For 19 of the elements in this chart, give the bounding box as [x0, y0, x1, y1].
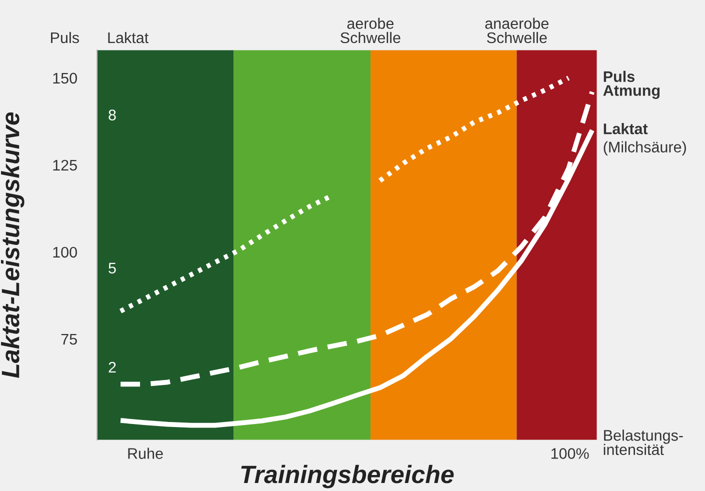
y-axis-title: Laktat-Leistungskurve [0, 112, 24, 378]
text: aerobe Schwelle [340, 18, 400, 44]
series-label: Atmung [603, 85, 660, 99]
text: Puls [604, 70, 634, 82]
annotation: 2 [108, 362, 116, 373]
y-tick-label: 125 [53, 160, 77, 171]
y-tick-label: 150 [53, 72, 77, 84]
annotation: 8 [108, 110, 116, 120]
text: Laktat [108, 32, 149, 44]
text: Puls [51, 32, 79, 44]
text: Ruhe [128, 448, 163, 459]
x-axis-title: Trainingsbereiche [241, 464, 454, 488]
annotation: Belastungs- intensität [604, 430, 683, 456]
text: 100% [551, 448, 589, 459]
annotation: 5 [108, 262, 116, 274]
text: anaerobe Schwelle [485, 18, 548, 44]
y-tick-label: 75 [61, 334, 77, 345]
series-label: Laktat (Milchsäure) [604, 123, 686, 156]
y-tick-label: 100 [53, 246, 77, 258]
